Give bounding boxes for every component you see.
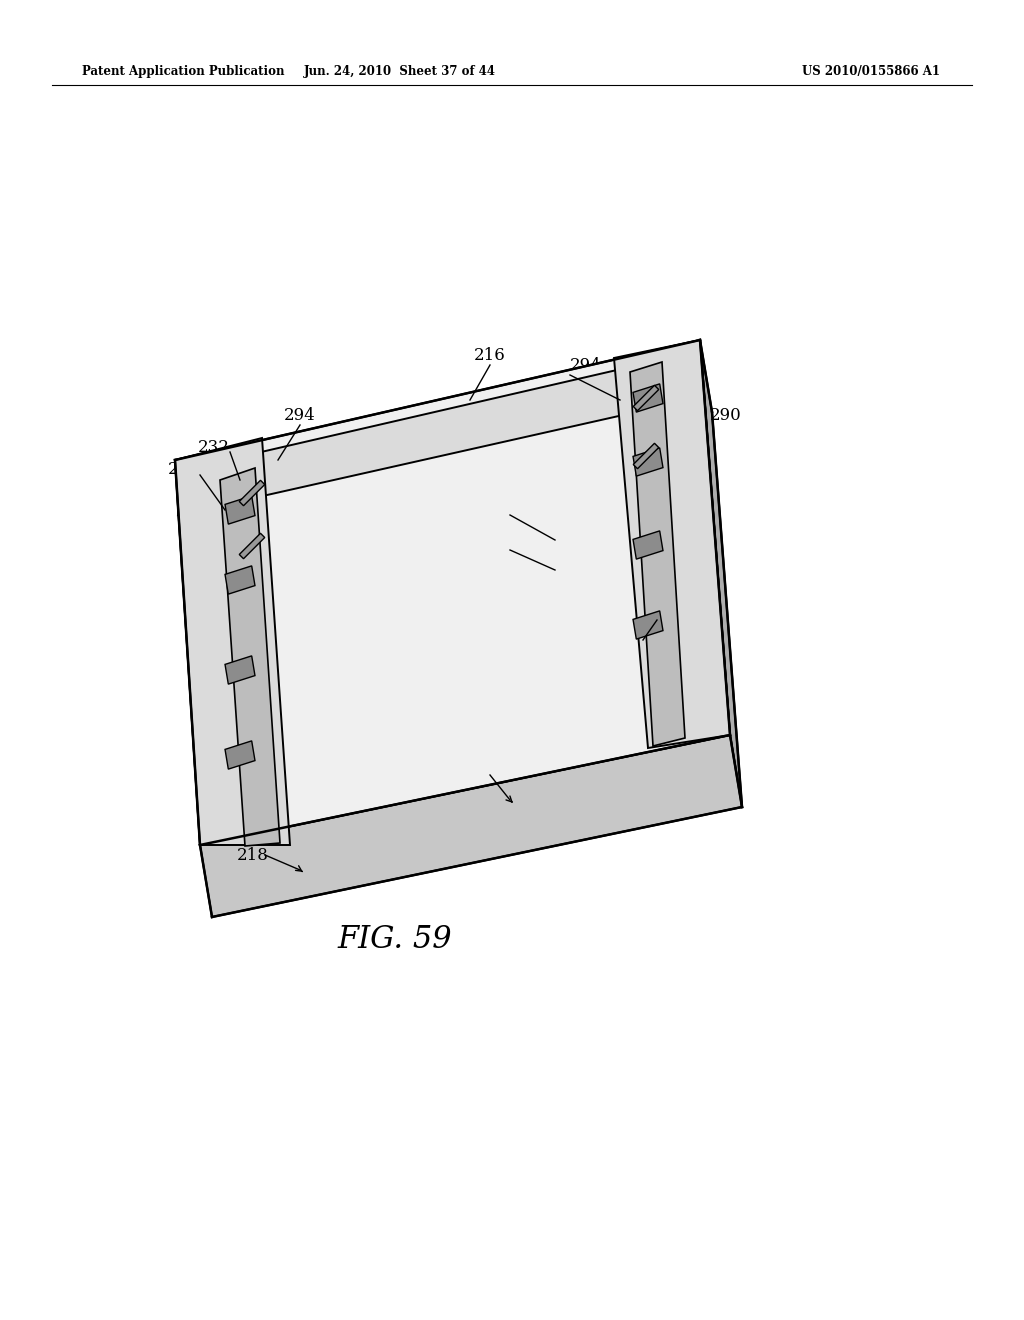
Polygon shape: [225, 741, 255, 770]
Polygon shape: [700, 341, 742, 807]
Text: 290: 290: [710, 407, 741, 424]
Polygon shape: [633, 531, 663, 560]
Text: Jun. 24, 2010  Sheet 37 of 44: Jun. 24, 2010 Sheet 37 of 44: [304, 66, 496, 78]
Text: 294: 294: [284, 407, 315, 424]
Polygon shape: [240, 480, 265, 506]
Text: 232: 232: [198, 438, 230, 455]
Text: Patent Application Publication: Patent Application Publication: [82, 66, 285, 78]
Text: 216: 216: [474, 346, 506, 363]
Text: 232: 232: [168, 462, 200, 479]
Polygon shape: [175, 341, 730, 845]
Text: 232: 232: [478, 536, 510, 553]
Polygon shape: [633, 444, 658, 469]
Polygon shape: [225, 496, 255, 524]
Text: US 2010/0155866 A1: US 2010/0155866 A1: [802, 66, 940, 78]
Text: 232: 232: [478, 502, 510, 519]
Polygon shape: [175, 438, 290, 845]
Polygon shape: [178, 352, 695, 515]
Text: 294: 294: [570, 356, 602, 374]
Text: 232: 232: [458, 762, 490, 779]
Polygon shape: [225, 656, 255, 684]
Polygon shape: [220, 469, 280, 846]
Polygon shape: [240, 533, 265, 558]
Polygon shape: [225, 566, 255, 594]
Polygon shape: [633, 611, 663, 639]
Polygon shape: [630, 362, 685, 746]
Text: 232: 232: [660, 606, 692, 623]
Polygon shape: [200, 735, 742, 917]
Polygon shape: [633, 447, 663, 477]
Text: 218: 218: [238, 846, 269, 863]
Polygon shape: [614, 341, 730, 748]
Polygon shape: [633, 384, 663, 412]
Polygon shape: [633, 385, 658, 411]
Text: FIG. 59: FIG. 59: [338, 924, 453, 956]
